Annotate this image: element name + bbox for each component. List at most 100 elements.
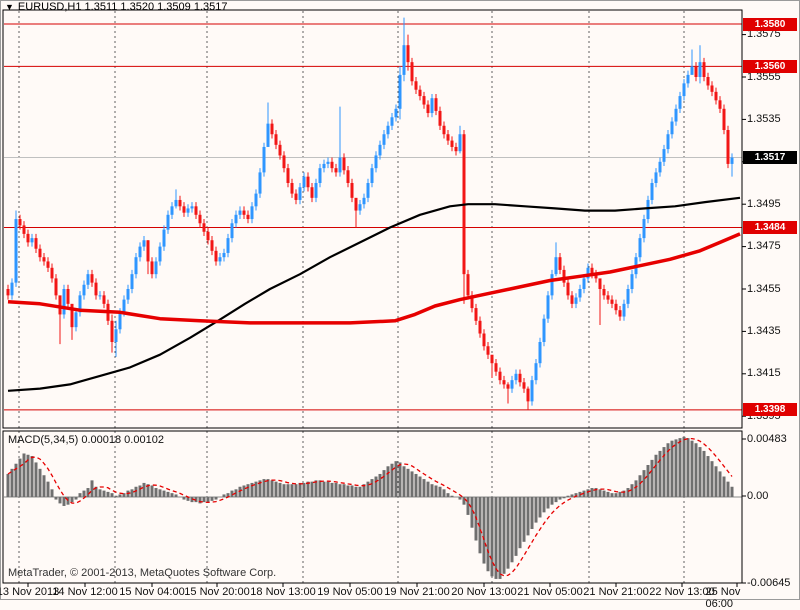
macd-bar — [58, 497, 62, 504]
candle-body — [602, 289, 606, 296]
macd-bar — [70, 497, 74, 503]
macd-bar — [558, 497, 562, 500]
macd-bar — [630, 484, 634, 497]
macd-bar — [370, 479, 374, 497]
symbol-dropdown-icon[interactable]: ▼ — [5, 2, 14, 12]
candle-body — [374, 155, 378, 169]
candle-body — [550, 274, 554, 296]
candle-body — [586, 267, 590, 279]
macd-bar — [470, 497, 474, 528]
candle-body — [238, 210, 242, 215]
candle-body — [370, 168, 374, 183]
candle-body — [170, 206, 174, 215]
candle-body — [446, 134, 450, 141]
candle-body — [314, 183, 318, 198]
candle-body — [66, 289, 70, 304]
candle-body — [482, 333, 486, 347]
candle-body — [378, 144, 382, 156]
price-axis-label: 1.3415 — [747, 367, 781, 380]
macd-bar — [658, 450, 662, 497]
candle-body — [610, 299, 614, 304]
candle-body — [454, 146, 458, 152]
macd-bar — [98, 489, 102, 497]
macd-bar — [10, 468, 14, 497]
macd-bar — [226, 493, 230, 497]
candle-body — [522, 382, 526, 389]
macd-bar — [238, 486, 242, 497]
macd-bar — [310, 481, 314, 497]
candle-body — [410, 62, 414, 82]
candle-body — [338, 157, 342, 173]
macd-bar — [498, 497, 502, 579]
macd-bar — [526, 497, 530, 536]
candle-body — [662, 149, 666, 162]
macd-axis-label: 0.00 — [747, 490, 769, 502]
macd-bar — [382, 470, 386, 497]
macd-bar — [694, 443, 698, 497]
macd-bar — [374, 476, 378, 497]
candle-body — [638, 238, 642, 258]
price-level-tag: 1.3560 — [743, 59, 797, 73]
macd-axis-label: 0.00483 — [747, 433, 787, 445]
macd-bar — [66, 497, 70, 505]
macd-bar — [82, 490, 86, 497]
macd-bar — [138, 485, 142, 497]
price-level-tag: 1.3580 — [743, 17, 797, 31]
candle-body — [82, 284, 86, 296]
candle-body — [474, 308, 478, 321]
candle-body — [554, 257, 558, 275]
candle-body — [394, 108, 398, 118]
candle-body — [198, 214, 202, 224]
candle-body — [386, 125, 390, 135]
candle-body — [154, 261, 158, 275]
quote-line: EURUSD,H1 1.3511 1.3520 1.3509 1.3517 — [17, 1, 228, 13]
macd-bar — [394, 461, 398, 497]
macd-bar — [514, 497, 518, 556]
candle-body — [458, 134, 462, 152]
macd-bar — [166, 491, 170, 497]
candle-body — [618, 310, 622, 317]
macd-bar — [214, 497, 218, 500]
time-axis-label: 21 Nov 21:00 — [583, 586, 649, 598]
macd-bar — [26, 454, 30, 497]
candle-body — [354, 197, 358, 211]
macd-bar — [594, 488, 598, 497]
candle-body — [498, 371, 502, 381]
macd-bar — [606, 491, 610, 497]
macd-bar — [54, 497, 58, 500]
macd-bar — [534, 497, 538, 523]
time-axis-label: 19 Nov 05:00 — [317, 586, 383, 598]
price-axis-label: 1.3475 — [747, 240, 781, 253]
macd-bar — [722, 476, 726, 497]
macd-bar — [250, 482, 254, 497]
candle-body — [670, 121, 674, 135]
candle-body — [558, 257, 562, 270]
macd-bar — [22, 453, 26, 497]
ma-slow-line — [7, 196, 741, 392]
macd-bar — [398, 462, 402, 497]
macd-bar — [106, 491, 110, 497]
macd-bar — [86, 488, 90, 497]
macd-bar — [18, 458, 22, 497]
macd-bar — [114, 495, 118, 497]
price-level-tag: 1.3398 — [743, 403, 797, 417]
macd-bar — [302, 482, 306, 497]
macd-bar — [586, 489, 590, 497]
macd-bar — [274, 481, 278, 497]
macd-bar — [422, 479, 426, 497]
macd-bar — [334, 482, 338, 497]
price-axis-label: 1.3435 — [747, 324, 781, 337]
macd-bar — [614, 493, 618, 497]
candle-body — [426, 104, 430, 114]
macd-bar — [142, 482, 146, 497]
candle-body — [202, 223, 206, 232]
candle-body — [210, 240, 214, 251]
macd-bar — [154, 488, 158, 497]
time-axis-label: 21 Nov 05:00 — [517, 586, 583, 598]
macd-bar — [330, 482, 334, 497]
candle-body — [690, 66, 694, 75]
candle-body — [478, 320, 482, 334]
macd-bar — [362, 484, 366, 497]
macd-bar — [542, 497, 546, 513]
